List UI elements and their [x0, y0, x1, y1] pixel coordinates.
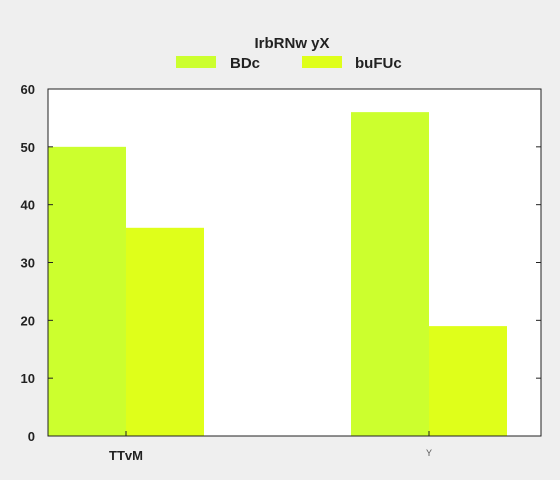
y-tick-label: 20 [21, 313, 35, 328]
legend-swatch-bufuc [302, 56, 342, 68]
x-tick-label-y: Y [426, 448, 432, 458]
y-tick-label: 50 [21, 140, 35, 155]
x-tick-label-ttvm: TTvM [109, 448, 143, 463]
plot-frame [47, 88, 542, 437]
bars-group [48, 112, 507, 437]
legend-swatch-bdc [176, 56, 216, 68]
y-tick-label: 10 [21, 371, 35, 386]
x-axis: TTvM Y [109, 431, 432, 463]
y-axis: 0 10 20 30 40 50 60 [21, 82, 541, 444]
y-tick-label: 60 [21, 82, 35, 97]
bar-bufuc-y [429, 326, 507, 436]
legend-title: IrbRNw yX [254, 35, 329, 52]
y-tick-label: 30 [21, 256, 35, 271]
legend: IrbRNw yX BDc buFUc [176, 35, 402, 72]
y-tick-label: 40 [21, 198, 35, 213]
y-tick-label: 0 [28, 429, 35, 444]
legend-label-bufuc: buFUc [355, 55, 402, 72]
bar-bdc-ttvm [48, 146, 126, 437]
bar-bdc-y [351, 112, 429, 436]
bar-bufuc-ttvm [126, 227, 204, 436]
legend-label-bdc: BDc [230, 55, 260, 72]
